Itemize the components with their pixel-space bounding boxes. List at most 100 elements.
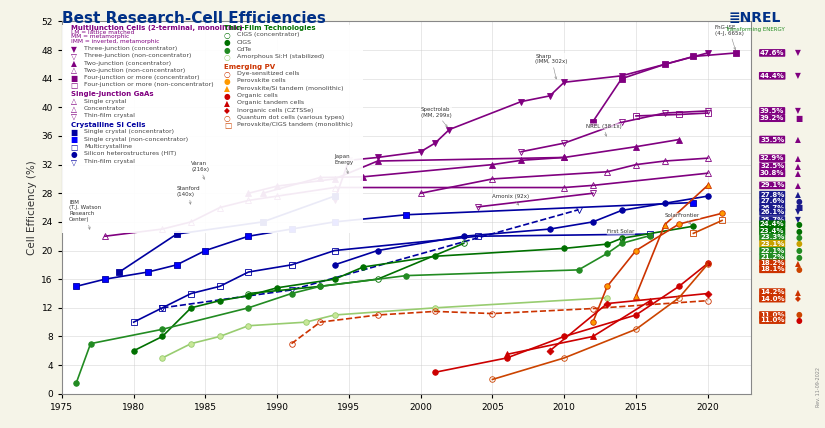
Text: Single crystal (non-concentrator): Single crystal (non-concentrator) (84, 137, 188, 142)
Text: Perovskite cells: Perovskite cells (237, 78, 285, 83)
Text: △: △ (71, 66, 77, 75)
Text: Perovskite/CIGS tandem (monolithic): Perovskite/CIGS tandem (monolithic) (237, 122, 353, 127)
Text: FhG-ISE
(4-J, 665x): FhG-ISE (4-J, 665x) (715, 25, 744, 50)
Text: CIGS: CIGS (237, 39, 252, 45)
Text: Four-junction or more (non-concentrator): Four-junction or more (non-concentrator) (84, 82, 214, 87)
Text: ◆: ◆ (224, 106, 229, 115)
Text: 23.3%: 23.3% (760, 234, 785, 240)
Text: ▲: ▲ (795, 169, 801, 178)
Text: 21.2%: 21.2% (760, 254, 785, 260)
Text: 14.0%: 14.0% (760, 296, 785, 302)
Text: Perovskite/Si tandem (monolithic): Perovskite/Si tandem (monolithic) (237, 86, 343, 91)
Text: ●: ● (795, 239, 802, 248)
Text: △: △ (71, 97, 77, 106)
Text: 26.1%: 26.1% (760, 209, 785, 215)
Text: Quantum dot cells (various types): Quantum dot cells (various types) (237, 115, 344, 120)
Text: Stanford
(140x): Stanford (140x) (177, 186, 200, 204)
Text: Spectrolab
(MM, 299x): Spectrolab (MM, 299x) (421, 107, 451, 127)
Text: ●: ● (224, 77, 230, 86)
Text: Japan
Energy: Japan Energy (335, 154, 354, 173)
Text: ◆: ◆ (795, 294, 801, 303)
Text: 22.1%: 22.1% (760, 248, 785, 254)
Text: ●: ● (795, 197, 802, 206)
Text: 18.1%: 18.1% (760, 266, 785, 272)
Text: ○: ○ (224, 53, 230, 62)
Text: ●: ● (224, 38, 230, 47)
Text: CIGS (concentrator): CIGS (concentrator) (237, 32, 299, 37)
Text: ▽: ▽ (71, 157, 77, 166)
Text: 11.0%: 11.0% (760, 312, 785, 318)
Text: 11.0%: 11.0% (760, 317, 785, 323)
Text: ○: ○ (224, 113, 230, 122)
Text: NREL (38.1x): NREL (38.1x) (586, 124, 621, 136)
Text: ▲: ▲ (224, 84, 229, 93)
Text: Three-junction (non-concentrator): Three-junction (non-concentrator) (84, 53, 191, 58)
Text: ○: ○ (224, 70, 230, 79)
Text: 30.8%: 30.8% (760, 170, 785, 176)
Text: ▲: ▲ (795, 162, 801, 171)
Text: 26.7%: 26.7% (760, 205, 785, 211)
Text: □: □ (71, 143, 78, 152)
Text: ●: ● (795, 247, 802, 256)
Text: Two-junction (non-concentrator): Two-junction (non-concentrator) (84, 68, 185, 73)
Text: ▲: ▲ (795, 288, 801, 297)
Text: Varan
(216x): Varan (216x) (191, 161, 209, 179)
Text: 25.7%: 25.7% (760, 217, 785, 223)
Text: ●: ● (795, 310, 802, 319)
Text: ▼: ▼ (795, 216, 801, 225)
Text: ▼: ▼ (71, 45, 77, 54)
Text: Concentrator: Concentrator (84, 106, 125, 111)
Text: ▲: ▲ (795, 154, 801, 163)
Text: ●: ● (795, 227, 802, 236)
Text: CdTe: CdTe (237, 47, 252, 52)
Text: 18.2%: 18.2% (760, 260, 785, 267)
Text: Single crystal: Single crystal (84, 98, 126, 104)
Text: Thin-film crystal: Thin-film crystal (84, 113, 134, 118)
Text: ▼: ▼ (795, 107, 801, 116)
Text: 32.9%: 32.9% (760, 155, 785, 161)
Text: □: □ (71, 81, 78, 90)
Text: 27.6%: 27.6% (760, 198, 785, 204)
Bar (62, 25, 363, 233)
Text: ▽: ▽ (71, 52, 77, 61)
Text: ●: ● (224, 92, 230, 101)
Text: ●: ● (224, 45, 230, 54)
Text: ●: ● (795, 220, 802, 229)
Text: IMM = inverted, metamorphic: IMM = inverted, metamorphic (71, 39, 159, 44)
Text: 39.2%: 39.2% (760, 115, 785, 121)
Text: Emerging PV: Emerging PV (224, 64, 275, 70)
Text: 35.5%: 35.5% (760, 137, 785, 143)
Y-axis label: Cell Efficiency (%): Cell Efficiency (%) (27, 160, 37, 255)
Text: ▲: ▲ (795, 259, 801, 268)
Text: ▼: ▼ (795, 48, 801, 57)
Text: Single crystal (concentrator): Single crystal (concentrator) (84, 129, 174, 134)
Text: 23.4%: 23.4% (760, 228, 785, 235)
Text: 39.5%: 39.5% (760, 108, 785, 114)
Text: Two-junction (concentrator): Two-junction (concentrator) (84, 60, 171, 65)
Text: ●: ● (795, 233, 802, 242)
Text: 47.6%: 47.6% (760, 50, 785, 56)
Text: Organic tandem cells: Organic tandem cells (237, 100, 304, 105)
Text: Multicrystalline: Multicrystalline (84, 144, 132, 149)
Text: Three-junction (concentrator): Three-junction (concentrator) (84, 46, 177, 51)
Text: Dye-sensitized cells: Dye-sensitized cells (237, 71, 299, 76)
Text: Transforming ENERGY: Transforming ENERGY (725, 27, 785, 32)
Text: ●: ● (71, 150, 78, 159)
Text: 24.4%: 24.4% (760, 221, 785, 227)
Text: Crystalline Si Cells: Crystalline Si Cells (71, 122, 145, 128)
Text: 27.8%: 27.8% (760, 192, 785, 198)
Text: Amorphous Si:H (stabilized): Amorphous Si:H (stabilized) (237, 54, 324, 59)
Text: ▽: ▽ (71, 112, 77, 121)
Text: Rev. 11-09-2022: Rev. 11-09-2022 (816, 367, 821, 407)
Text: ●: ● (795, 253, 802, 262)
Text: ■: ■ (71, 135, 78, 144)
Text: LM = lattice matched: LM = lattice matched (71, 30, 134, 35)
Text: 29.1%: 29.1% (760, 182, 785, 188)
Text: Multijunction Cells (2-terminal, monolithic): Multijunction Cells (2-terminal, monolit… (71, 25, 243, 31)
Text: ▲: ▲ (795, 135, 801, 144)
Text: ○: ○ (224, 31, 230, 40)
Text: ■: ■ (71, 128, 78, 137)
Text: Amonix (92x): Amonix (92x) (493, 194, 530, 205)
Text: Silicon heterostructures (HIT): Silicon heterostructures (HIT) (84, 151, 177, 156)
Text: 32.5%: 32.5% (760, 163, 785, 169)
